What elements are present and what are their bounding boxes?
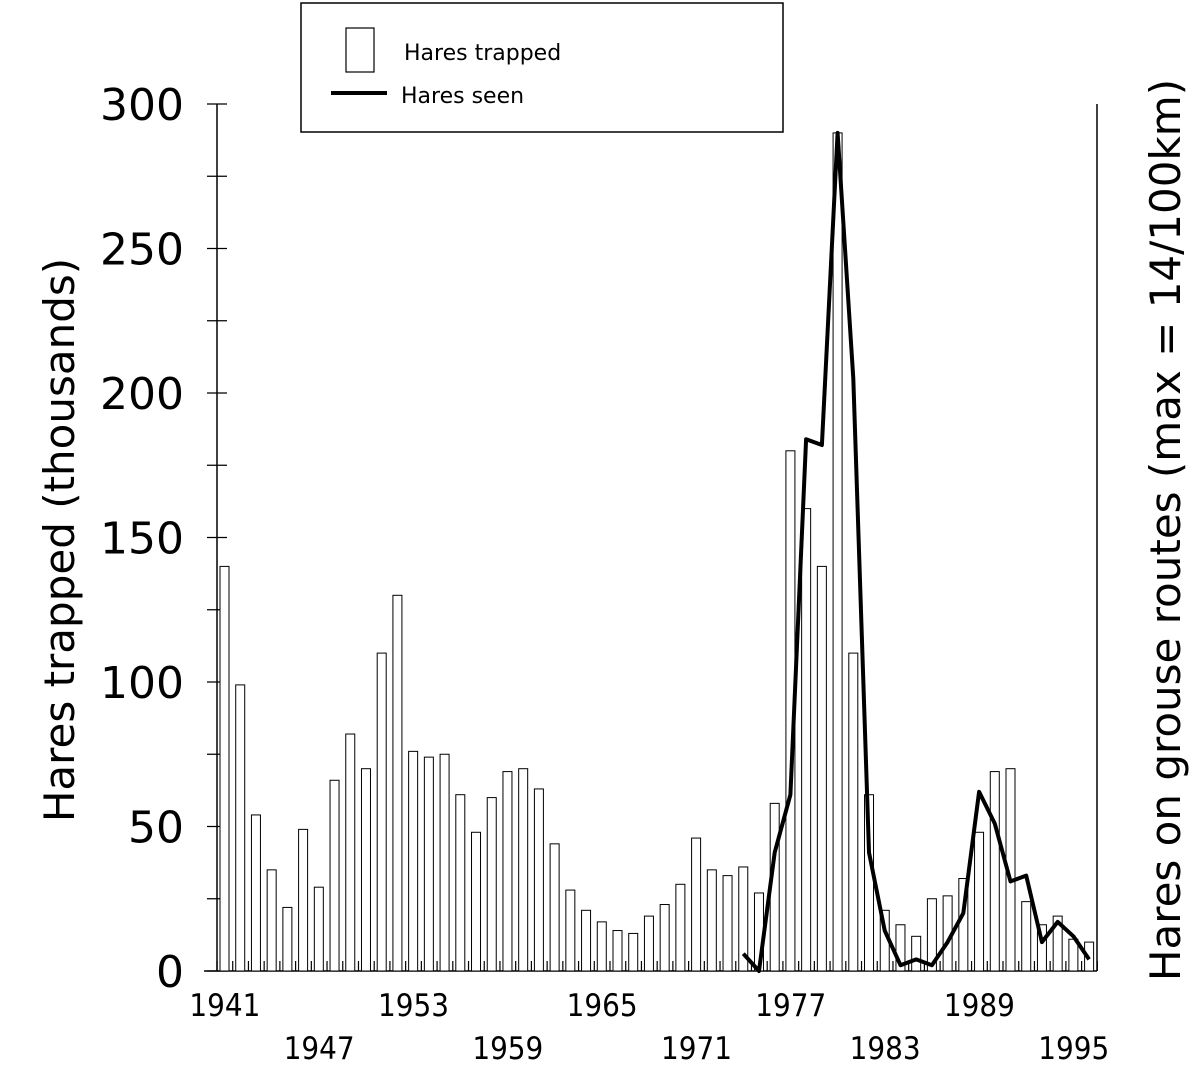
bar-hares-trapped [439, 753, 450, 972]
bar-hares-trapped [738, 866, 749, 972]
y-tick-label: 100 [100, 658, 184, 709]
bar-hares-trapped [848, 652, 859, 972]
bar-hares-trapped [455, 794, 466, 972]
bar-hares-trapped [549, 843, 560, 972]
y-tick-label: 250 [100, 225, 184, 276]
bar-hares-trapped [911, 935, 922, 972]
bar-hares-trapped [691, 837, 702, 972]
bar-hares-trapped [628, 932, 639, 972]
bar-hares-trapped [502, 771, 513, 972]
bar-hares-trapped [722, 875, 733, 972]
x-tick-label: 1971 [661, 1031, 732, 1067]
bar-hares-trapped [408, 750, 419, 972]
x-tick-label: 1953 [378, 988, 449, 1024]
bar-hares-trapped [1021, 901, 1032, 972]
bar-hares-trapped [423, 756, 434, 972]
y-tick-label: 50 [128, 803, 184, 854]
x-tick-label: 1989 [944, 988, 1015, 1024]
legend: Hares trapped Hares seen [300, 2, 784, 133]
bar-hares-trapped [706, 869, 717, 972]
y-tick-label: 300 [100, 80, 184, 131]
bar-hares-trapped [989, 771, 1000, 972]
x-tick-label: 1995 [1038, 1031, 1109, 1067]
x-tick-label: 1977 [755, 988, 826, 1024]
x-tick-labels: 1941 1953 1965 1977 1989 1947 1959 1971 1983 1995 [189, 988, 1109, 1067]
line-hares-seen [741, 130, 1091, 973]
y-tick-label: 200 [100, 369, 184, 420]
bar-hares-trapped [266, 869, 277, 972]
bar-hares-trapped [832, 132, 843, 972]
bar-hares-trapped [801, 508, 812, 972]
bar-hares-trapped [533, 788, 544, 972]
bars-hares-trapped [219, 132, 1095, 972]
bar-hares-trapped [219, 565, 230, 972]
bar-hares-trapped [518, 768, 529, 972]
x-tick-label: 1959 [472, 1031, 543, 1067]
y-tick-label: 150 [100, 514, 184, 565]
bar-hares-trapped [1052, 915, 1063, 972]
bar-hares-trapped [659, 904, 670, 972]
y2-axis-title: Hares on grouse routes (max = 14/100km) [1141, 79, 1190, 981]
bar-hares-trapped [596, 921, 607, 972]
x-ticks [216, 961, 1098, 971]
bar-hares-trapped [329, 779, 340, 972]
x-tick-label: 1941 [189, 988, 260, 1024]
bar-hares-trapped [1036, 924, 1047, 972]
bar-hares-trapped [471, 831, 482, 972]
bar-hares-trapped [675, 883, 686, 972]
bar-hares-trapped [376, 652, 387, 972]
legend-label-trapped: Hares trapped [404, 41, 561, 66]
x-tick-label: 1947 [284, 1031, 355, 1067]
y-tick-label: 0 [156, 947, 184, 998]
bar-hares-trapped [298, 828, 309, 972]
bar-hares-trapped [282, 906, 293, 972]
bar-hares-trapped [643, 915, 654, 972]
bar-hares-trapped [926, 898, 937, 972]
x-tick-label: 1965 [567, 988, 638, 1024]
bar-hares-trapped [360, 768, 371, 972]
bar-hares-trapped [816, 565, 827, 972]
legend-box [300, 2, 784, 133]
bar-hares-trapped [235, 684, 246, 972]
y-tick-labels: 0 50 100 150 200 250 300 [100, 80, 184, 998]
y-axis-title: Hares trapped (thousands) [35, 258, 84, 822]
bar-hares-trapped [895, 924, 906, 972]
bar-hares-trapped [612, 930, 623, 972]
bar-hares-trapped [313, 886, 324, 972]
bar-hares-trapped [345, 733, 356, 972]
bar-hares-trapped [974, 831, 985, 972]
bar-hares-trapped [392, 594, 403, 972]
bar-hares-trapped [581, 909, 592, 972]
x-tick-label: 1983 [850, 1031, 921, 1067]
legend-label-seen: Hares seen [401, 84, 524, 109]
bar-hares-trapped [486, 797, 497, 972]
bar-hares-trapped [565, 889, 576, 972]
bar-hares-trapped [250, 814, 261, 972]
legend-bar-swatch [345, 27, 375, 73]
